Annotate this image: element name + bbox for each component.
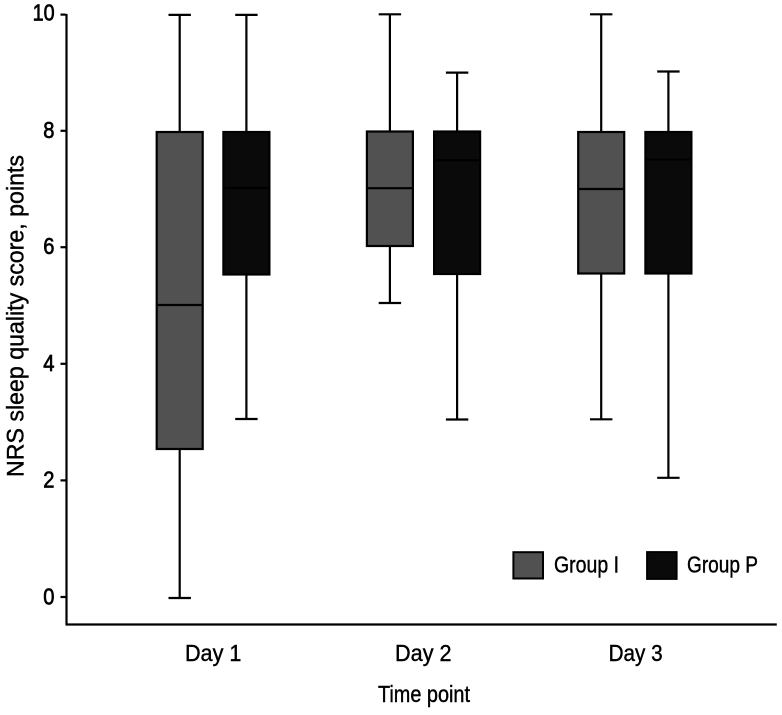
svg-text:Day 3: Day 3 [609, 640, 663, 666]
svg-text:Group P: Group P [687, 552, 758, 578]
svg-text:0: 0 [43, 583, 54, 609]
svg-text:Group I: Group I [554, 552, 619, 578]
svg-text:6: 6 [43, 233, 54, 259]
svg-text:2: 2 [43, 466, 54, 492]
svg-text:4: 4 [43, 350, 54, 376]
svg-text:Day 2: Day 2 [395, 640, 452, 666]
svg-text:Day 1: Day 1 [185, 640, 242, 666]
svg-text:10: 10 [33, 0, 55, 26]
svg-text:NRS sleep quality score, point: NRS sleep quality score, points [3, 155, 30, 477]
svg-text:Time point: Time point [378, 681, 471, 707]
svg-text:8: 8 [43, 117, 54, 143]
